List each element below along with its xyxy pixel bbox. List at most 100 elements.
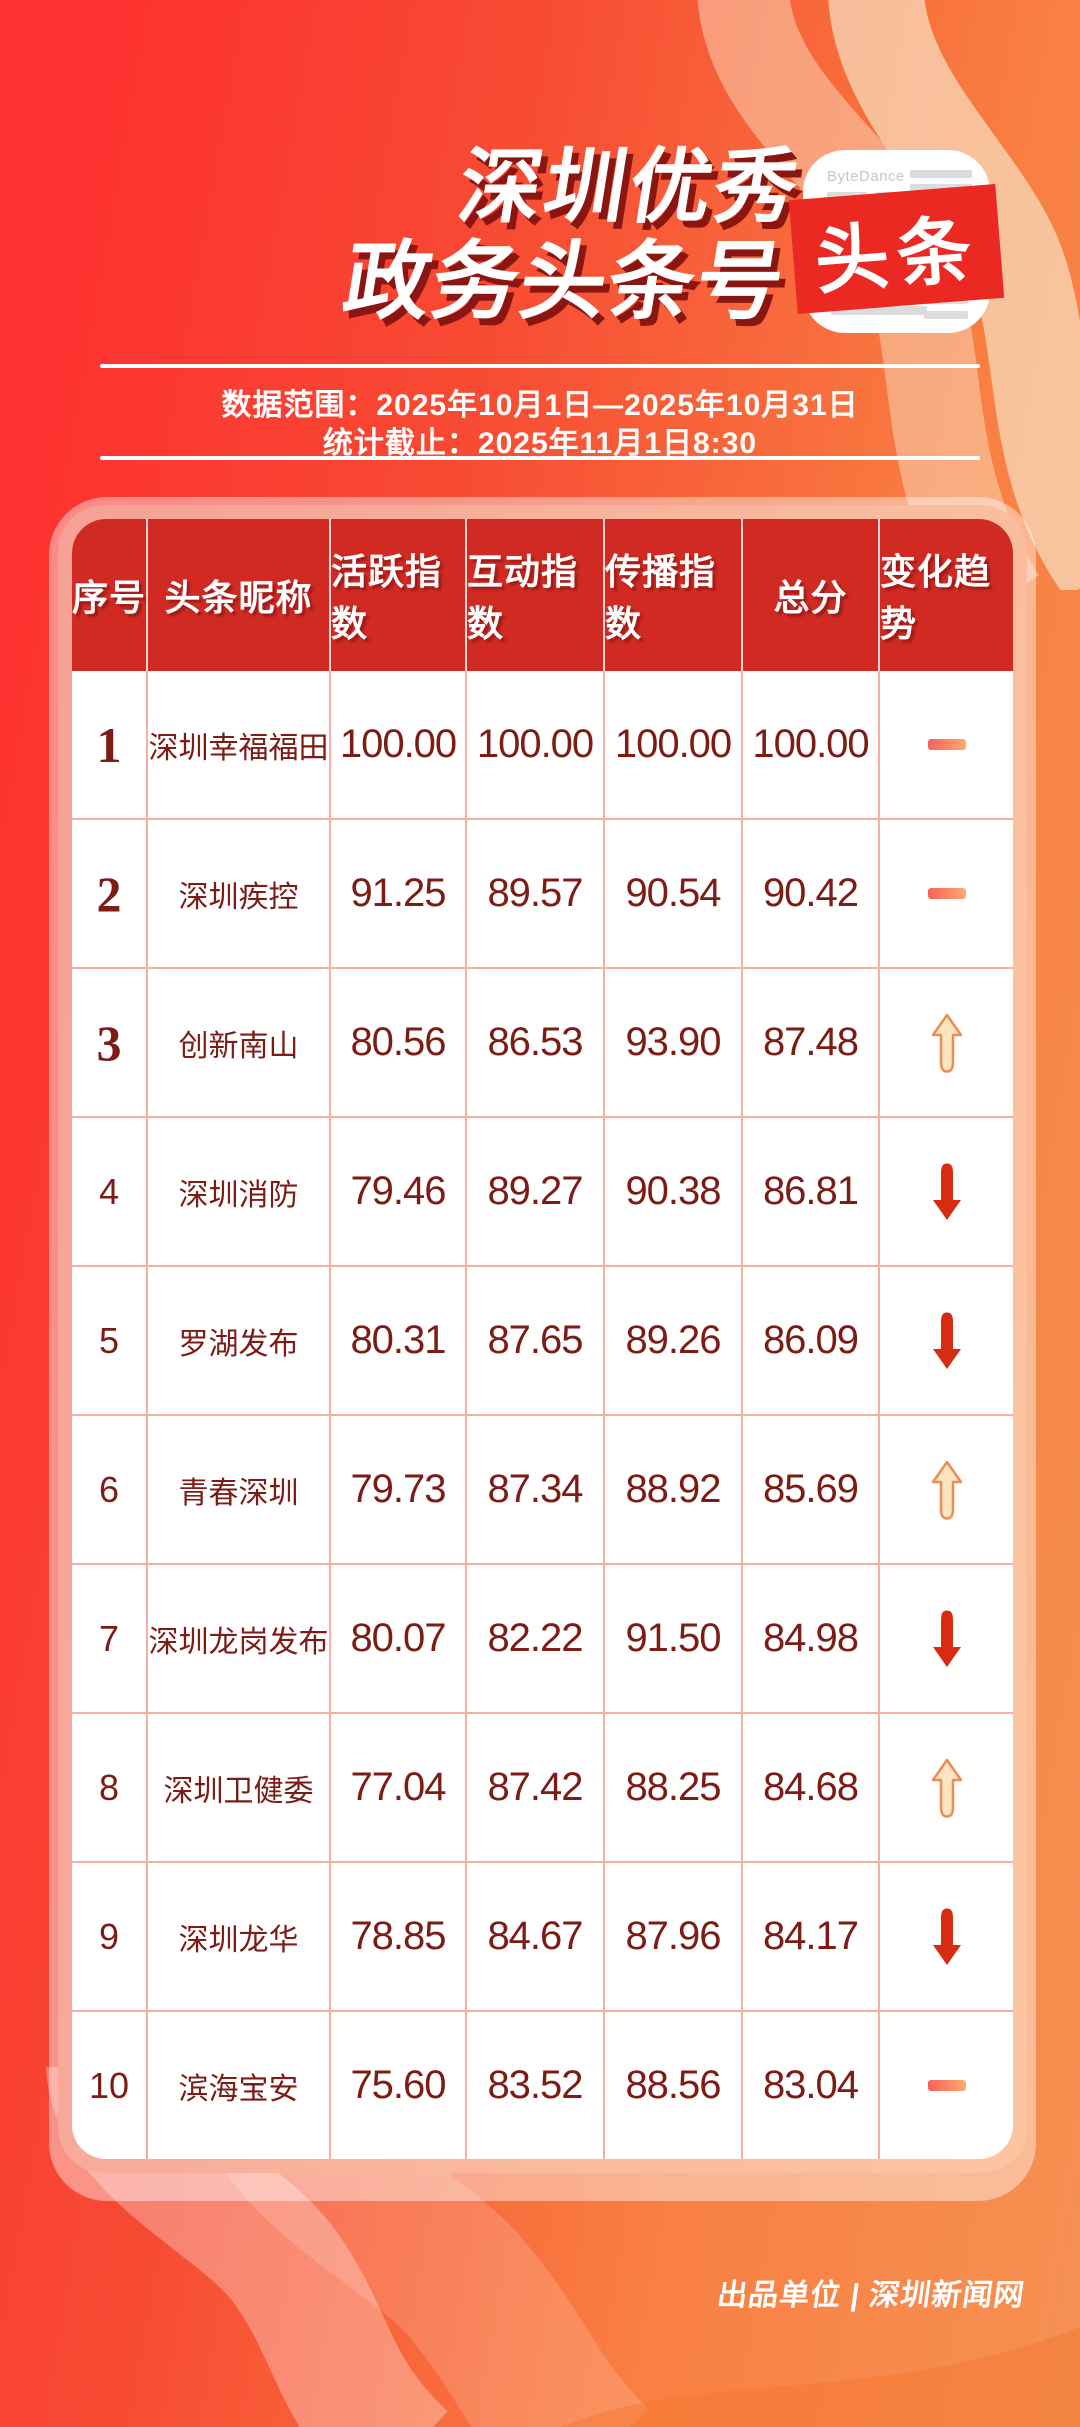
trend-cell xyxy=(880,1416,1013,1563)
trend-cell xyxy=(880,1267,1013,1414)
rank-cell: 10 xyxy=(72,2012,148,2159)
footer-credit: 出品单位 | 深圳新闻网 xyxy=(715,2279,1027,2312)
rank-cell: 1 xyxy=(72,671,148,818)
table-row: 8 深圳卫健委 77.04 87.42 88.25 84.68 xyxy=(72,1712,1013,1861)
trend-flat-icon xyxy=(927,888,966,899)
spread-index-cell: 88.25 xyxy=(605,1714,743,1861)
total-score-cell: 85.69 xyxy=(743,1416,880,1563)
trend-down-icon xyxy=(932,1163,961,1220)
title-line-2: 政务头条号 xyxy=(337,233,793,330)
total-score-cell: 84.98 xyxy=(743,1565,880,1712)
activity-index-cell: 78.85 xyxy=(331,1863,467,2010)
account-name-cell: 深圳消防 xyxy=(148,1118,331,1265)
account-name-cell: 青春深圳 xyxy=(148,1416,331,1563)
table-row: 6 青春深圳 79.73 87.34 88.92 85.69 xyxy=(72,1414,1013,1563)
date-range-text: 数据范围：2025年10月1日—2025年10月31日 xyxy=(221,389,859,422)
spread-index-cell: 90.54 xyxy=(605,820,743,967)
trend-cell xyxy=(880,1118,1013,1265)
newspaper-line-decoration xyxy=(831,306,927,315)
trend-cell xyxy=(880,1565,1013,1712)
trend-cell xyxy=(880,671,1013,818)
column-header-interaction: 互动指数 xyxy=(467,519,605,671)
interaction-index-cell: 83.52 xyxy=(467,2012,605,2159)
table-row: 2 深圳疾控 91.25 89.57 90.54 90.42 xyxy=(72,818,1013,967)
table-header-row: 序号 头条昵称 活跃指数 互动指数 传播指数 总分 变化趋势 xyxy=(72,519,1013,671)
activity-index-cell: 80.56 xyxy=(331,969,467,1116)
trend-up-icon xyxy=(931,1460,962,1520)
spread-index-cell: 90.38 xyxy=(605,1118,743,1265)
ranking-table: 序号 头条昵称 活跃指数 互动指数 传播指数 总分 变化趋势 1 深圳幸福福田 … xyxy=(72,519,1013,2159)
activity-index-cell: 80.07 xyxy=(331,1565,467,1712)
column-header-spread: 传播指数 xyxy=(605,519,743,671)
interaction-index-cell: 86.53 xyxy=(467,969,605,1116)
interaction-index-cell: 87.34 xyxy=(467,1416,605,1563)
activity-index-cell: 80.31 xyxy=(331,1267,467,1414)
trend-cell xyxy=(880,2012,1013,2159)
table-row: 1 深圳幸福福田 100.00 100.00 100.00 100.00 xyxy=(72,671,1013,818)
rank-cell: 2 xyxy=(72,820,148,967)
interaction-index-cell: 87.42 xyxy=(467,1714,605,1861)
table-row: 3 创新南山 80.56 86.53 93.90 87.48 xyxy=(72,967,1013,1116)
interaction-index-cell: 82.22 xyxy=(467,1565,605,1712)
spread-index-cell: 88.56 xyxy=(605,2012,743,2159)
total-score-cell: 100.00 xyxy=(743,671,880,818)
table-row: 9 深圳龙华 78.85 84.67 87.96 84.17 xyxy=(72,1861,1013,2010)
page-title: 深圳优秀 政务头条号 xyxy=(0,142,807,330)
spread-index-cell: 100.00 xyxy=(605,671,743,818)
trend-cell xyxy=(880,820,1013,967)
spread-index-cell: 91.50 xyxy=(605,1565,743,1712)
rank-cell: 6 xyxy=(72,1416,148,1563)
interaction-index-cell: 87.65 xyxy=(467,1267,605,1414)
rank-cell: 5 xyxy=(72,1267,148,1414)
divider-top xyxy=(100,364,980,368)
trend-flat-icon xyxy=(927,2080,966,2091)
card-frame: 序号 头条昵称 活跃指数 互动指数 传播指数 总分 变化趋势 1 深圳幸福福田 … xyxy=(58,505,1027,2173)
toutiao-banner: 头条 xyxy=(788,184,1005,314)
trend-flat-icon xyxy=(927,739,966,750)
trend-up-icon xyxy=(931,1758,962,1818)
total-score-cell: 86.09 xyxy=(743,1267,880,1414)
newspaper-line-decoration xyxy=(910,170,972,178)
trend-down-icon xyxy=(932,1610,961,1667)
trend-cell xyxy=(880,1714,1013,1861)
spread-index-cell: 88.92 xyxy=(605,1416,743,1563)
activity-index-cell: 77.04 xyxy=(331,1714,467,1861)
activity-index-cell: 79.73 xyxy=(331,1416,467,1563)
divider-bottom xyxy=(100,456,980,460)
total-score-cell: 84.17 xyxy=(743,1863,880,2010)
stats-deadline-text: 统计截止：2025年11月1日8:30 xyxy=(322,427,758,460)
column-header-name: 头条昵称 xyxy=(148,519,331,671)
table-row: 7 深圳龙岗发布 80.07 82.22 91.50 84.98 xyxy=(72,1563,1013,1712)
rank-cell: 3 xyxy=(72,969,148,1116)
table-row: 4 深圳消防 79.46 89.27 90.38 86.81 xyxy=(72,1116,1013,1265)
rank-cell: 4 xyxy=(72,1118,148,1265)
activity-index-cell: 75.60 xyxy=(331,2012,467,2159)
title-line-1: 深圳优秀 xyxy=(452,142,807,233)
account-name-cell: 深圳疾控 xyxy=(148,820,331,967)
table-body: 1 深圳幸福福田 100.00 100.00 100.00 100.00 2 深… xyxy=(72,671,1013,2159)
interaction-index-cell: 89.57 xyxy=(467,820,605,967)
account-name-cell: 深圳龙岗发布 xyxy=(148,1565,331,1712)
total-score-cell: 86.81 xyxy=(743,1118,880,1265)
activity-index-cell: 100.00 xyxy=(331,671,467,818)
trend-down-icon xyxy=(932,1908,961,1965)
trend-up-icon xyxy=(931,1013,962,1073)
column-header-total: 总分 xyxy=(743,519,880,671)
total-score-cell: 90.42 xyxy=(743,820,880,967)
trend-down-icon xyxy=(932,1312,961,1369)
rank-cell: 8 xyxy=(72,1714,148,1861)
activity-index-cell: 79.46 xyxy=(331,1118,467,1265)
account-name-cell: 深圳龙华 xyxy=(148,1863,331,2010)
interaction-index-cell: 100.00 xyxy=(467,671,605,818)
total-score-cell: 83.04 xyxy=(743,2012,880,2159)
spread-index-cell: 93.90 xyxy=(605,969,743,1116)
interaction-index-cell: 89.27 xyxy=(467,1118,605,1265)
bottom-right-wave-decoration xyxy=(560,2327,1080,2427)
interaction-index-cell: 84.67 xyxy=(467,1863,605,2010)
activity-index-cell: 91.25 xyxy=(331,820,467,967)
total-score-cell: 84.68 xyxy=(743,1714,880,1861)
table-row: 10 滨海宝安 75.60 83.52 88.56 83.04 xyxy=(72,2010,1013,2159)
account-name-cell: 创新南山 xyxy=(148,969,331,1116)
rank-cell: 9 xyxy=(72,1863,148,2010)
